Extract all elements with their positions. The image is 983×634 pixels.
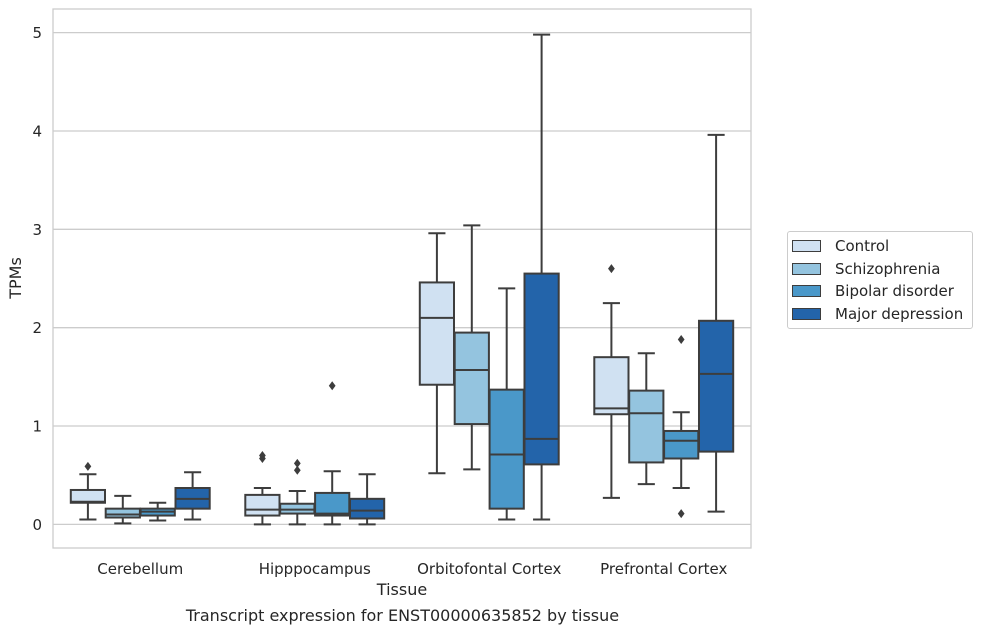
box-body — [697, 319, 735, 453]
x-tick-label-cerebellum: Cerebellum — [97, 560, 183, 578]
figure-caption: Transcript expression for ENST0000063585… — [185, 606, 620, 625]
outlier-point — [677, 334, 685, 344]
box-control-hipppocampus — [244, 451, 281, 526]
legend-label-major-depression: Major depression — [835, 304, 964, 323]
box-body — [628, 389, 665, 464]
box-control-prefrontal-cortex — [593, 264, 630, 499]
box-bipolar-disorder-cerebellum — [139, 501, 176, 522]
gridlines — [53, 31, 751, 526]
y-axis-label: TPMs — [6, 257, 25, 300]
y-tick-labels: 0 1 2 3 4 5 — [32, 24, 42, 534]
legend-item-major-depression: Major depression — [788, 303, 972, 326]
box-body — [418, 281, 456, 386]
y-tick-label-3: 3 — [32, 221, 42, 239]
x-tick-label-hipppocampus: Hipppocampus — [259, 560, 371, 578]
y-tick-label-4: 4 — [32, 122, 42, 140]
outlier-point — [84, 461, 92, 471]
box-bipolar-disorder-orbitofontal-cortex — [488, 287, 525, 521]
box-body — [244, 493, 281, 517]
box-control-orbitofontal-cortex — [418, 232, 456, 475]
box-body — [488, 388, 525, 510]
legend-swatch-schizophrenia — [792, 262, 821, 275]
box-schizophrenia-prefrontal-cortex — [628, 352, 665, 486]
x-tick-label-orbitofontal-cortex: Orbitofontal Cortex — [417, 560, 561, 578]
legend-swatch-control — [792, 240, 821, 253]
boxes — [69, 33, 735, 526]
box-body — [593, 356, 630, 416]
box-bipolar-disorder-prefrontal-cortex — [663, 334, 700, 519]
y-tick-label-2: 2 — [32, 319, 42, 337]
outlier-point — [259, 451, 266, 461]
x-tick-label-prefrontal-cortex: Prefrontal Cortex — [600, 560, 727, 578]
outlier-point — [293, 465, 301, 475]
box-body — [523, 272, 560, 466]
plot-frame — [52, 8, 752, 549]
y-tick-label-5: 5 — [32, 24, 42, 42]
outlier-point — [677, 509, 685, 519]
box-bipolar-disorder-hipppocampus — [314, 381, 351, 526]
legend-swatch-bipolar-disorder — [792, 285, 821, 298]
box-body — [663, 429, 700, 460]
x-tick-labels: Cerebellum Hipppocampus Orbitofontal Corte… — [97, 560, 727, 578]
legend-label-bipolar-disorder: Bipolar disorder — [835, 282, 954, 301]
box-schizophrenia-orbitofontal-cortex — [453, 224, 490, 471]
outlier-point — [293, 458, 301, 468]
box-control-cerebellum — [69, 461, 107, 521]
legend-item-schizophrenia: Schizophrenia — [788, 258, 972, 281]
x-axis-label: Tissue — [376, 580, 427, 599]
box-major-depression-orbitofontal-cortex — [523, 33, 560, 521]
box-major-depression-cerebellum — [174, 471, 211, 521]
outlier-point — [608, 264, 615, 274]
outlier-point — [328, 381, 336, 391]
box-schizophrenia-hipppocampus — [279, 458, 316, 526]
y-tick-label-0: 0 — [32, 516, 42, 534]
legend-label-control: Control — [835, 237, 890, 256]
box-body — [348, 497, 386, 520]
y-tick-label-1: 1 — [32, 418, 42, 436]
legend-swatch-major-depression — [792, 307, 821, 320]
legend-item-bipolar-disorder: Bipolar disorder — [788, 280, 972, 303]
box-body — [453, 331, 490, 426]
legend: Control Schizophrenia Bipolar disorder M… — [787, 231, 973, 329]
legend-label-schizophrenia: Schizophrenia — [835, 259, 941, 278]
box-major-depression-prefrontal-cortex — [697, 133, 735, 513]
box-body — [314, 491, 351, 517]
legend-item-control: Control — [788, 235, 972, 258]
box-major-depression-hipppocampus — [348, 473, 386, 526]
box-body — [104, 507, 141, 519]
box-schizophrenia-cerebellum — [104, 494, 141, 525]
